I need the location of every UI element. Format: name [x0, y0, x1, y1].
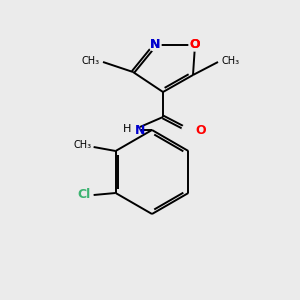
Text: CH₃: CH₃ — [74, 140, 92, 150]
Circle shape — [149, 39, 161, 51]
Text: H: H — [123, 124, 131, 134]
Text: O: O — [190, 38, 200, 52]
Circle shape — [189, 39, 201, 51]
Text: CH₃: CH₃ — [82, 56, 100, 66]
Text: O: O — [195, 124, 206, 136]
Text: N: N — [150, 38, 160, 52]
Text: N: N — [150, 38, 160, 52]
Text: O: O — [190, 38, 200, 52]
Circle shape — [182, 124, 194, 136]
Text: CH₃: CH₃ — [221, 56, 239, 66]
Text: N: N — [135, 124, 146, 136]
Text: Cl: Cl — [77, 188, 91, 202]
Circle shape — [126, 123, 140, 137]
